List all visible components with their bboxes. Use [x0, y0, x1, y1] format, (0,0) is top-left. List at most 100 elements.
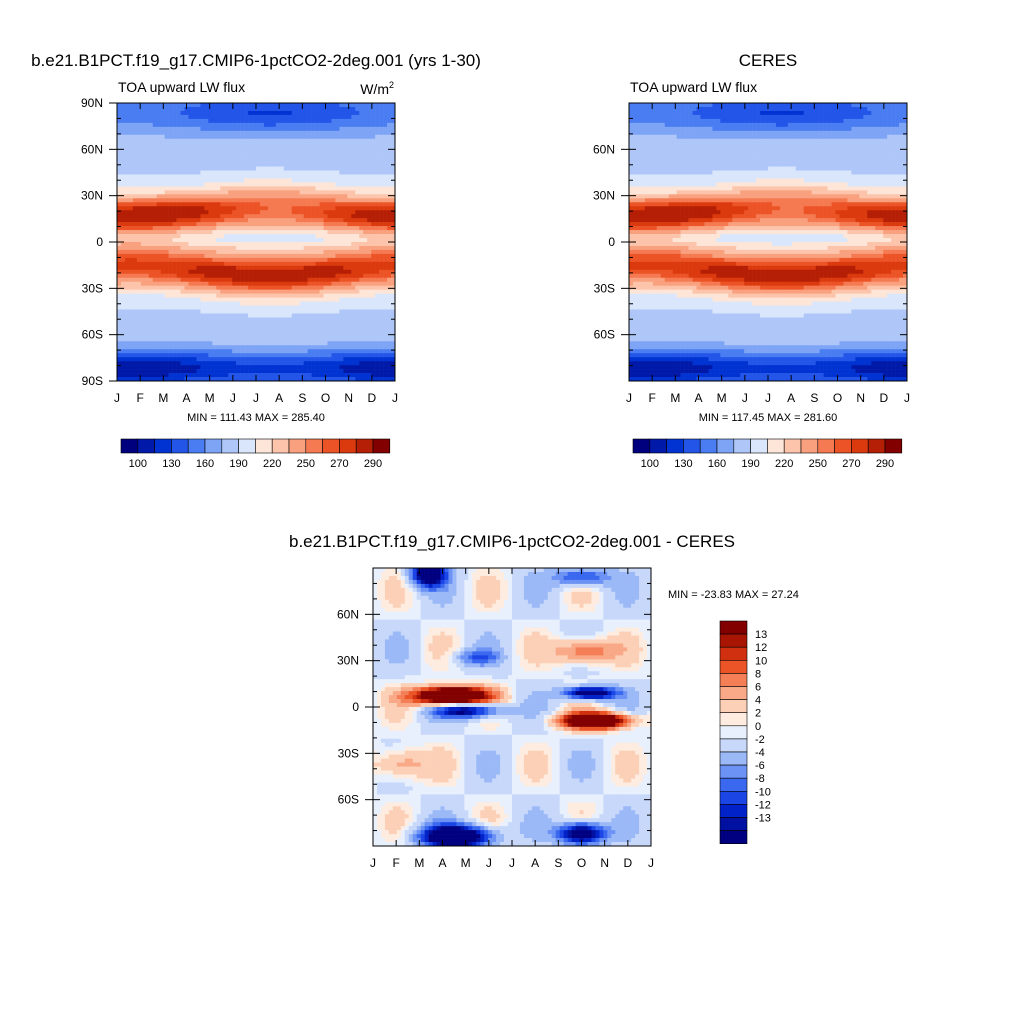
- field-cell: [164, 301, 169, 306]
- field-cell: [188, 162, 193, 167]
- field-cell: [172, 261, 177, 267]
- field-cell: [295, 321, 300, 326]
- field-cell: [311, 337, 316, 342]
- field-cell: [335, 309, 340, 314]
- field-cell: [315, 234, 320, 239]
- field-cell: [252, 365, 257, 370]
- field-cell: [136, 186, 142, 191]
- field-cell: [164, 285, 169, 290]
- field-cell: [160, 118, 165, 124]
- field-cell: [327, 234, 332, 239]
- field-cell: [295, 357, 300, 362]
- field-cell: [323, 313, 328, 318]
- field-cell: [343, 114, 348, 120]
- field-cell: [271, 273, 277, 279]
- field-cell: [371, 166, 376, 171]
- field-cell: [267, 186, 273, 191]
- field-cell: [363, 293, 368, 298]
- field-cell: [144, 126, 150, 132]
- field-cell: [172, 222, 177, 227]
- field-cell: [347, 349, 352, 354]
- field-cell: [180, 293, 185, 298]
- field-cell: [196, 182, 201, 187]
- field-cell: [256, 337, 261, 342]
- field-cell: [271, 222, 277, 227]
- field-cell: [200, 373, 205, 378]
- field-cell: [291, 337, 297, 342]
- field-cell: [271, 106, 277, 112]
- field-cell: [343, 130, 348, 136]
- field-cell: [335, 373, 340, 378]
- field-cell: [228, 321, 233, 326]
- field-cell: [299, 218, 304, 223]
- field-cell: [391, 265, 395, 271]
- field-cell: [299, 353, 304, 358]
- field-cell: [271, 242, 277, 247]
- field-cell: [216, 238, 221, 243]
- field-cell: [355, 345, 360, 350]
- field-cell: [140, 118, 146, 124]
- field-cell: [148, 214, 154, 219]
- field-cell: [184, 242, 189, 247]
- field-cell: [351, 305, 356, 310]
- field-cell: [140, 234, 146, 239]
- field-cell: [371, 142, 376, 147]
- field-cell: [367, 114, 372, 120]
- field-cell: [283, 265, 289, 271]
- field-cell: [335, 130, 340, 136]
- field-cell: [252, 373, 257, 378]
- field-cell: [283, 317, 289, 322]
- field-cell: [299, 202, 304, 207]
- field-cell: [176, 349, 181, 354]
- field-cell: [196, 289, 201, 294]
- field-cell: [180, 162, 185, 167]
- field-cell: [132, 138, 138, 144]
- field-cell: [117, 349, 122, 354]
- field-cell: [315, 194, 320, 199]
- field-cell: [347, 234, 352, 239]
- field-cell: [152, 214, 158, 219]
- field-cell: [347, 138, 352, 144]
- field-cell: [120, 210, 126, 215]
- field-cell: [283, 301, 289, 306]
- field-cell: [200, 154, 205, 159]
- field-cell: [267, 190, 273, 195]
- field-cell: [168, 134, 173, 140]
- field-cell: [176, 361, 181, 366]
- field-cell: [136, 321, 142, 326]
- field-cell: [359, 373, 364, 378]
- field-cell: [160, 341, 165, 346]
- field-cell: [156, 345, 161, 350]
- field-cell: [371, 218, 376, 223]
- field-cell: [359, 269, 364, 275]
- field-cell: [140, 245, 146, 251]
- field-cell: [152, 349, 158, 354]
- field-cell: [220, 249, 225, 255]
- field-cell: [295, 174, 300, 179]
- field-cell: [271, 174, 277, 179]
- field-cell: [216, 293, 221, 298]
- field-cell: [140, 273, 146, 279]
- field-cell: [271, 214, 277, 219]
- field-cell: [224, 182, 229, 187]
- field-cell: [331, 345, 336, 350]
- field-cell: [244, 182, 249, 187]
- field-cell: [379, 126, 384, 132]
- field-cell: [188, 158, 193, 163]
- field-cell: [335, 361, 340, 366]
- field-cell: [232, 198, 237, 203]
- field-cell: [216, 297, 221, 302]
- field-cell: [367, 245, 372, 251]
- field-cell: [228, 194, 233, 199]
- field-cell: [351, 253, 356, 259]
- field-cell: [263, 321, 269, 326]
- field-cell: [176, 281, 181, 286]
- field-cell: [307, 230, 312, 235]
- field-cell: [275, 329, 281, 334]
- field-cell: [275, 309, 281, 314]
- field-cell: [303, 293, 308, 298]
- field-cell: [315, 214, 320, 219]
- field-cell: [164, 349, 169, 354]
- field-cell: [156, 106, 161, 112]
- field-cell: [192, 234, 197, 239]
